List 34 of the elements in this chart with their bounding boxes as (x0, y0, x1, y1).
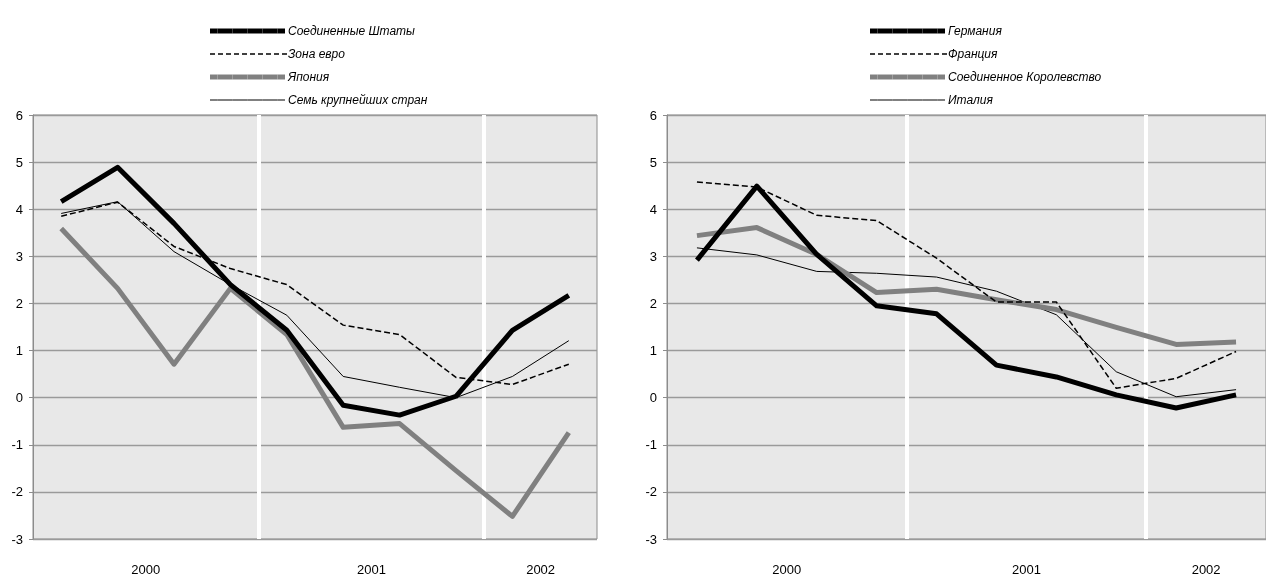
legend-label: Зона евро (288, 47, 346, 61)
y-tick-label: -1 (645, 437, 657, 453)
legend-label: Италия (948, 93, 994, 107)
y-tick-label: 6 (15, 107, 23, 123)
y-tick-label: 1 (649, 343, 657, 359)
y-tick-label: -3 (645, 531, 657, 547)
y-tick-label: 2 (649, 295, 657, 311)
y-tick-label: 4 (15, 201, 23, 217)
y-tick-label: -1 (11, 437, 23, 453)
y-tick-label: 0 (15, 390, 23, 406)
y-tick-label: -2 (11, 484, 23, 500)
legend-label: Франция (948, 47, 999, 61)
y-tick-label: 3 (15, 248, 23, 264)
legend-label: Япония (287, 70, 330, 84)
x-tick-label: 2002 (526, 562, 556, 577)
y-tick-label: -2 (645, 484, 657, 500)
y-tick-label: 6 (649, 107, 657, 123)
y-tick-label: 1 (15, 343, 23, 359)
legend-label: Соединенное Королевство (948, 70, 1102, 84)
y-tick-label: 5 (15, 154, 23, 170)
y-tick-label: 5 (649, 154, 657, 170)
y-tick-label: 0 (649, 390, 657, 406)
y-tick-label: 3 (649, 248, 657, 264)
legend-label: Семь крупнейших стран (288, 93, 428, 107)
y-tick-label: 4 (649, 201, 657, 217)
x-tick-label: 2000 (772, 562, 802, 577)
y-tick-label: -3 (11, 531, 23, 547)
x-tick-label: 2001 (1011, 562, 1041, 577)
legend-label: Германия (948, 24, 1003, 38)
x-tick-label: 2000 (131, 562, 161, 577)
y-tick-label: 2 (15, 295, 23, 311)
x-tick-label: 2001 (356, 562, 386, 577)
x-tick-label: 2002 (1191, 562, 1221, 577)
legend-label: Соединенные Штаты (288, 24, 416, 38)
